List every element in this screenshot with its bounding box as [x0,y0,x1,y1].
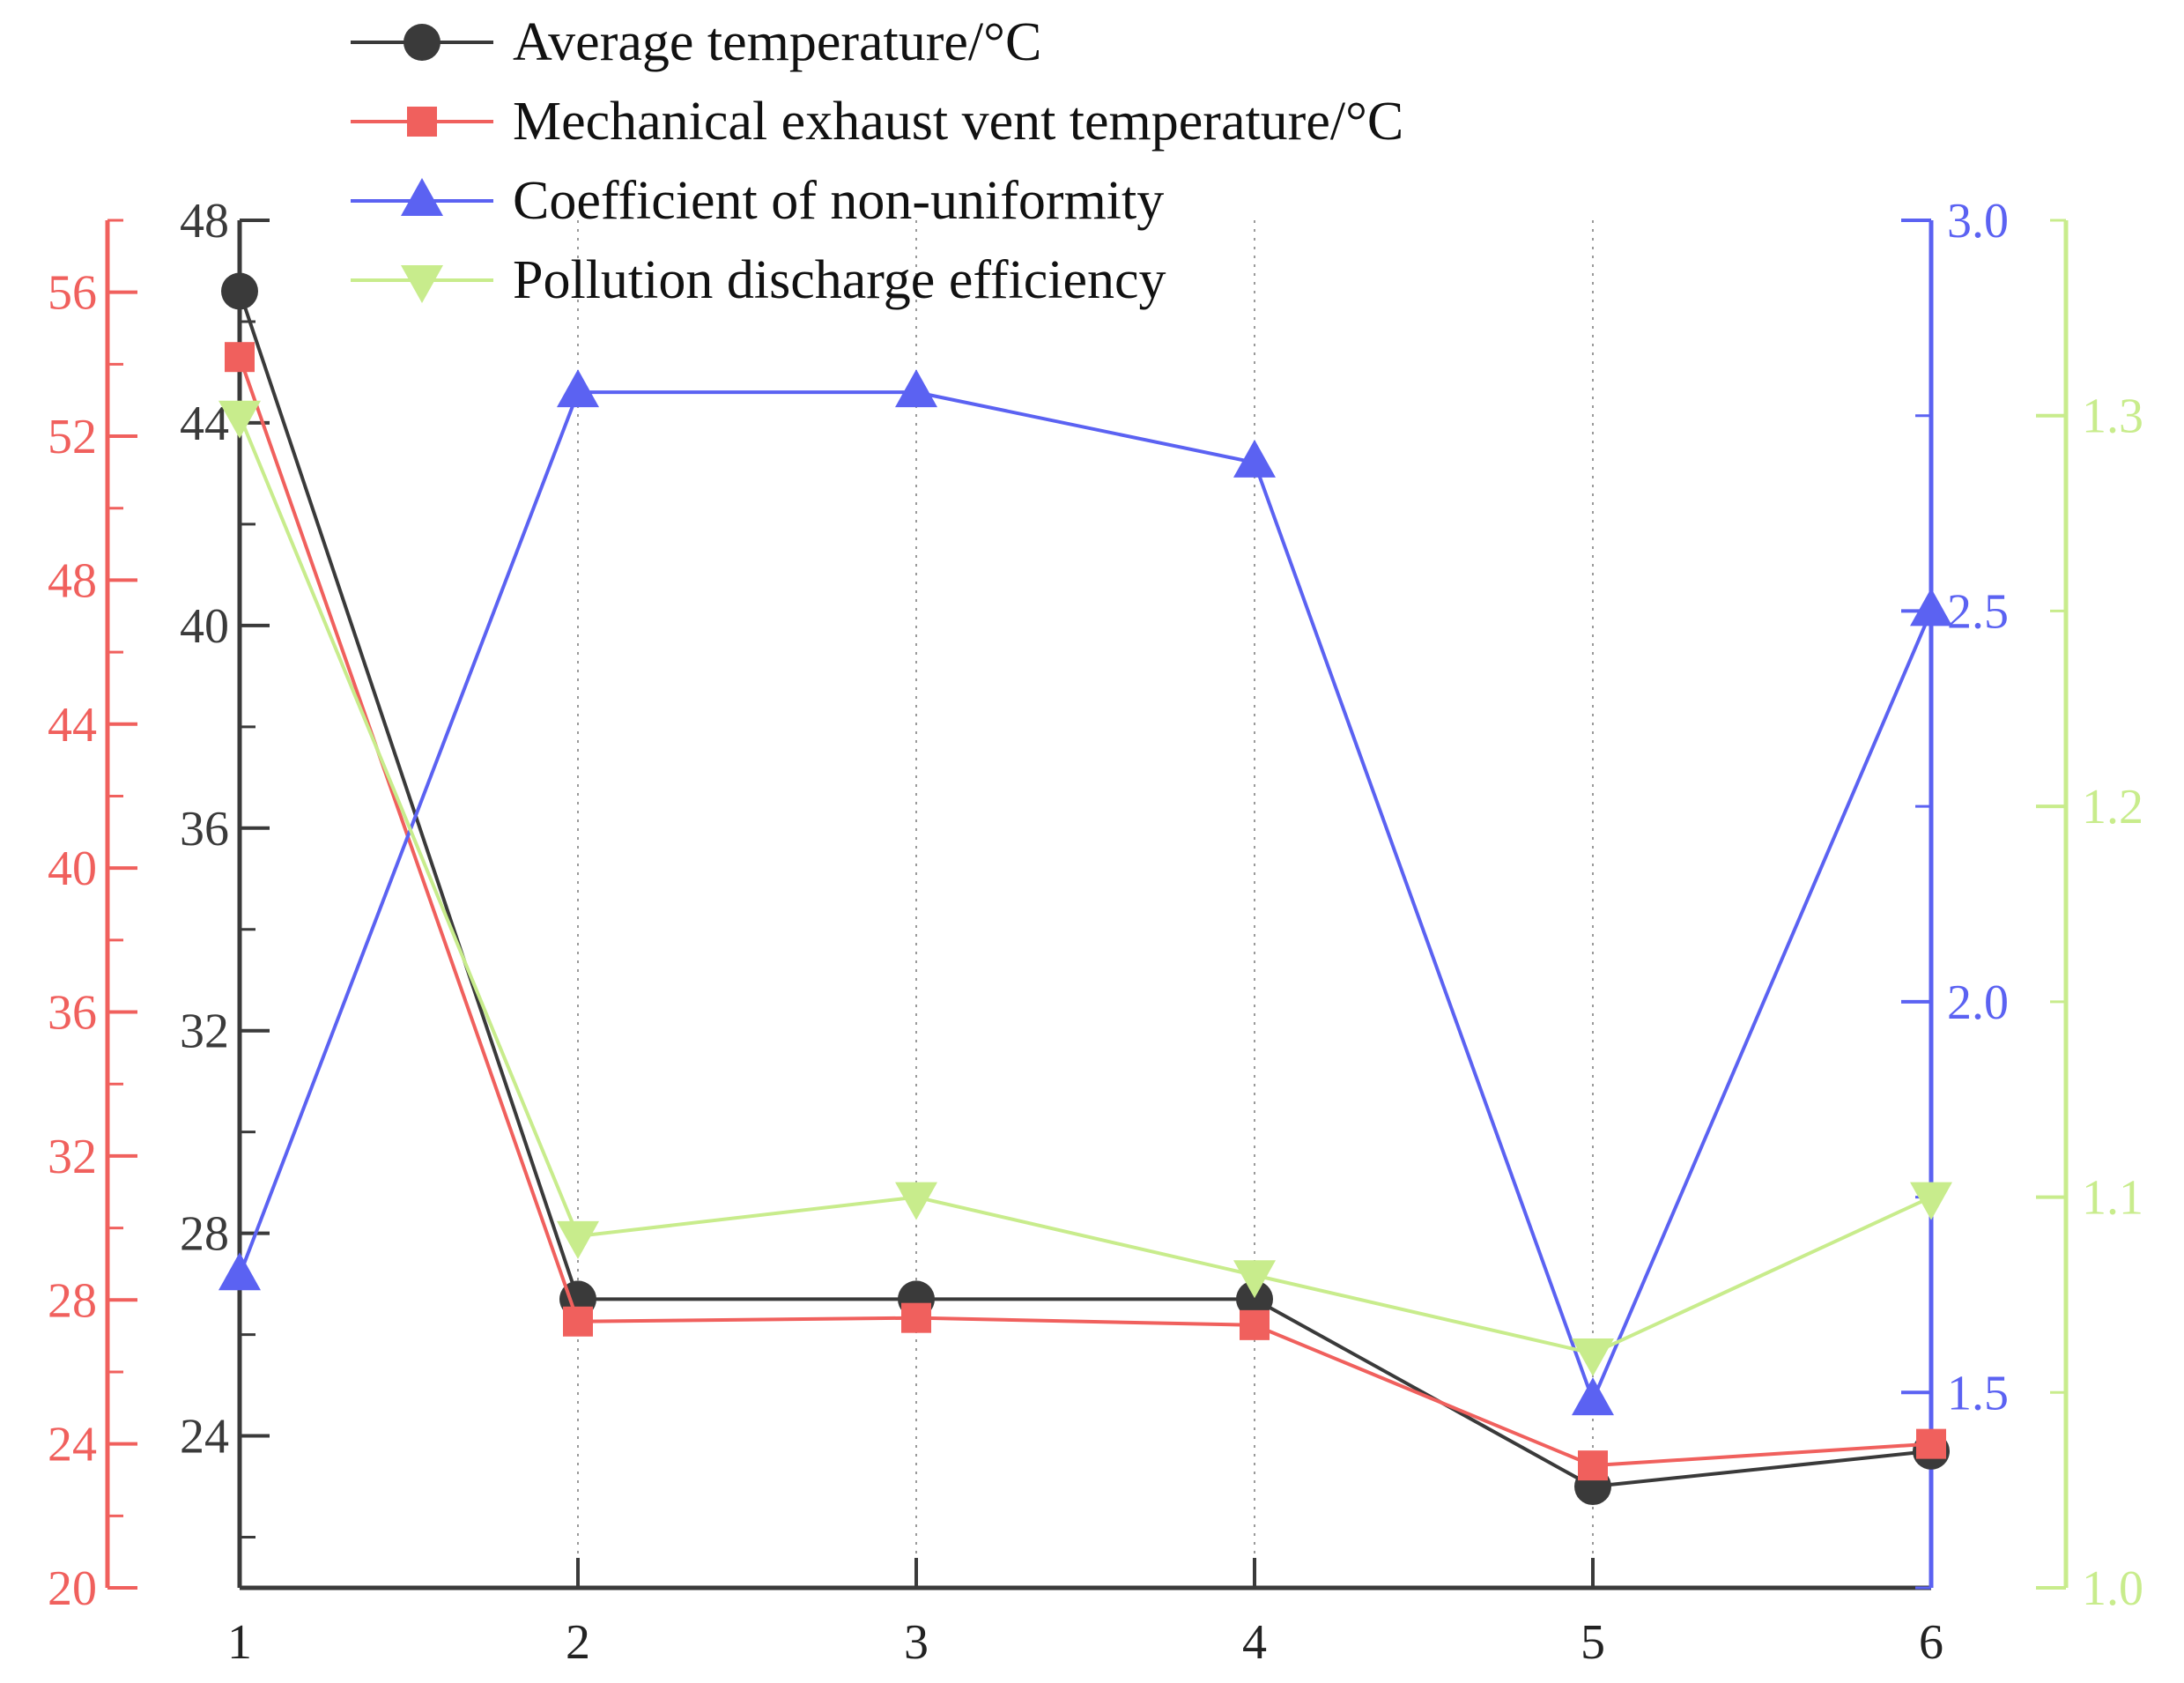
data-point [895,369,937,408]
left-inner-tick-label: 32 [180,1005,229,1059]
axes-layer: 1 2 3 4 5 62428323640444820242832364044485256… [48,194,2143,1670]
legend-marker [401,178,443,216]
left-outer-tick-label: 40 [48,842,97,896]
x-tick-label: 1 [227,1615,252,1670]
data-point [225,342,255,373]
series-3 [218,369,1952,1416]
left-outer-tick-label: 44 [48,698,97,753]
data-point [895,1182,937,1220]
left-outer-tick-label: 36 [48,986,97,1041]
right-outer-tick-label: 1.2 [2082,780,2143,834]
x-tick-label: 6 [1919,1615,1943,1670]
data-point [1236,1280,1273,1318]
legend-label: Coefficient of non-uniformity [513,171,1164,231]
data-point [221,272,258,310]
data-point [218,1252,261,1291]
legend-marker [401,265,443,303]
series-2 [225,342,1946,1481]
left-outer-tick-label: 24 [48,1418,97,1472]
legend-marker [403,24,441,61]
legend-label: Mechanical exhaust vent temperature/°C [513,92,1403,152]
left-inner-tick-label: 40 [180,599,229,654]
data-point [1916,1428,1946,1459]
data-point [1910,588,1952,626]
left-outer-tick-label: 28 [48,1273,97,1328]
legend-layer: Average temperature/°C Mechanical exhaust… [351,12,1403,310]
data-point [1572,1338,1614,1376]
legend-item-2: Mechanical exhaust vent temperature/°C [351,92,1403,152]
grid-layer [577,220,1594,1588]
x-tick-label: 4 [1242,1615,1267,1670]
data-point [1578,1450,1608,1481]
left-inner-tick-label: 24 [180,1410,229,1464]
left-outer-tick-label: 56 [48,266,97,321]
data-point [1910,1182,1952,1220]
right-inner-tick-label: 1.5 [1947,1366,2009,1420]
right-inner-tick-label: 2.5 [1947,584,2009,639]
right-inner-tick-label: 3.0 [1947,194,2009,248]
left-outer-tick-label: 48 [48,553,97,608]
series-line-2 [238,356,1932,1468]
data-point [1233,1260,1276,1299]
right-outer-tick-label: 1.3 [2082,389,2143,444]
data-point [557,1220,599,1259]
left-inner-tick-label: 36 [180,802,229,856]
x-tick-label: 5 [1581,1615,1605,1670]
left-inner-tick-label: 48 [180,194,229,248]
left-inner-tick-label: 44 [180,397,229,451]
series-4 [218,400,1952,1376]
data-point [901,1302,931,1333]
left-outer-tick-label: 32 [48,1130,97,1184]
series-line-3 [238,390,1933,1403]
data-point [218,400,261,439]
x-tick-label: 2 [566,1615,590,1670]
data-point [1572,1377,1614,1416]
left-outer-tick-label: 52 [48,410,97,464]
series-line-4 [238,414,1932,1355]
data-point [1240,1309,1270,1340]
legend-item-4: Pollution discharge efficiency [351,250,1166,310]
right-outer-tick-label: 1.0 [2082,1561,2143,1616]
x-tick-label: 3 [904,1615,929,1670]
data-point [557,369,599,408]
legend-label: Average temperature/°C [513,12,1041,72]
legend-item-3: Coefficient of non-uniformity [351,171,1164,231]
data-point [1233,439,1276,478]
series-layer [218,272,1952,1506]
left-outer-tick-label: 20 [48,1561,97,1616]
left-inner-tick-label: 28 [180,1207,229,1262]
right-outer-tick-label: 1.1 [2082,1171,2143,1226]
legend-item-1: Average temperature/°C [351,12,1041,72]
right-inner-tick-label: 2.0 [1947,975,2009,1030]
legend-label: Pollution discharge efficiency [513,250,1166,310]
data-point [563,1306,593,1337]
legend-marker [407,107,437,137]
series-line-1 [238,290,1932,1489]
